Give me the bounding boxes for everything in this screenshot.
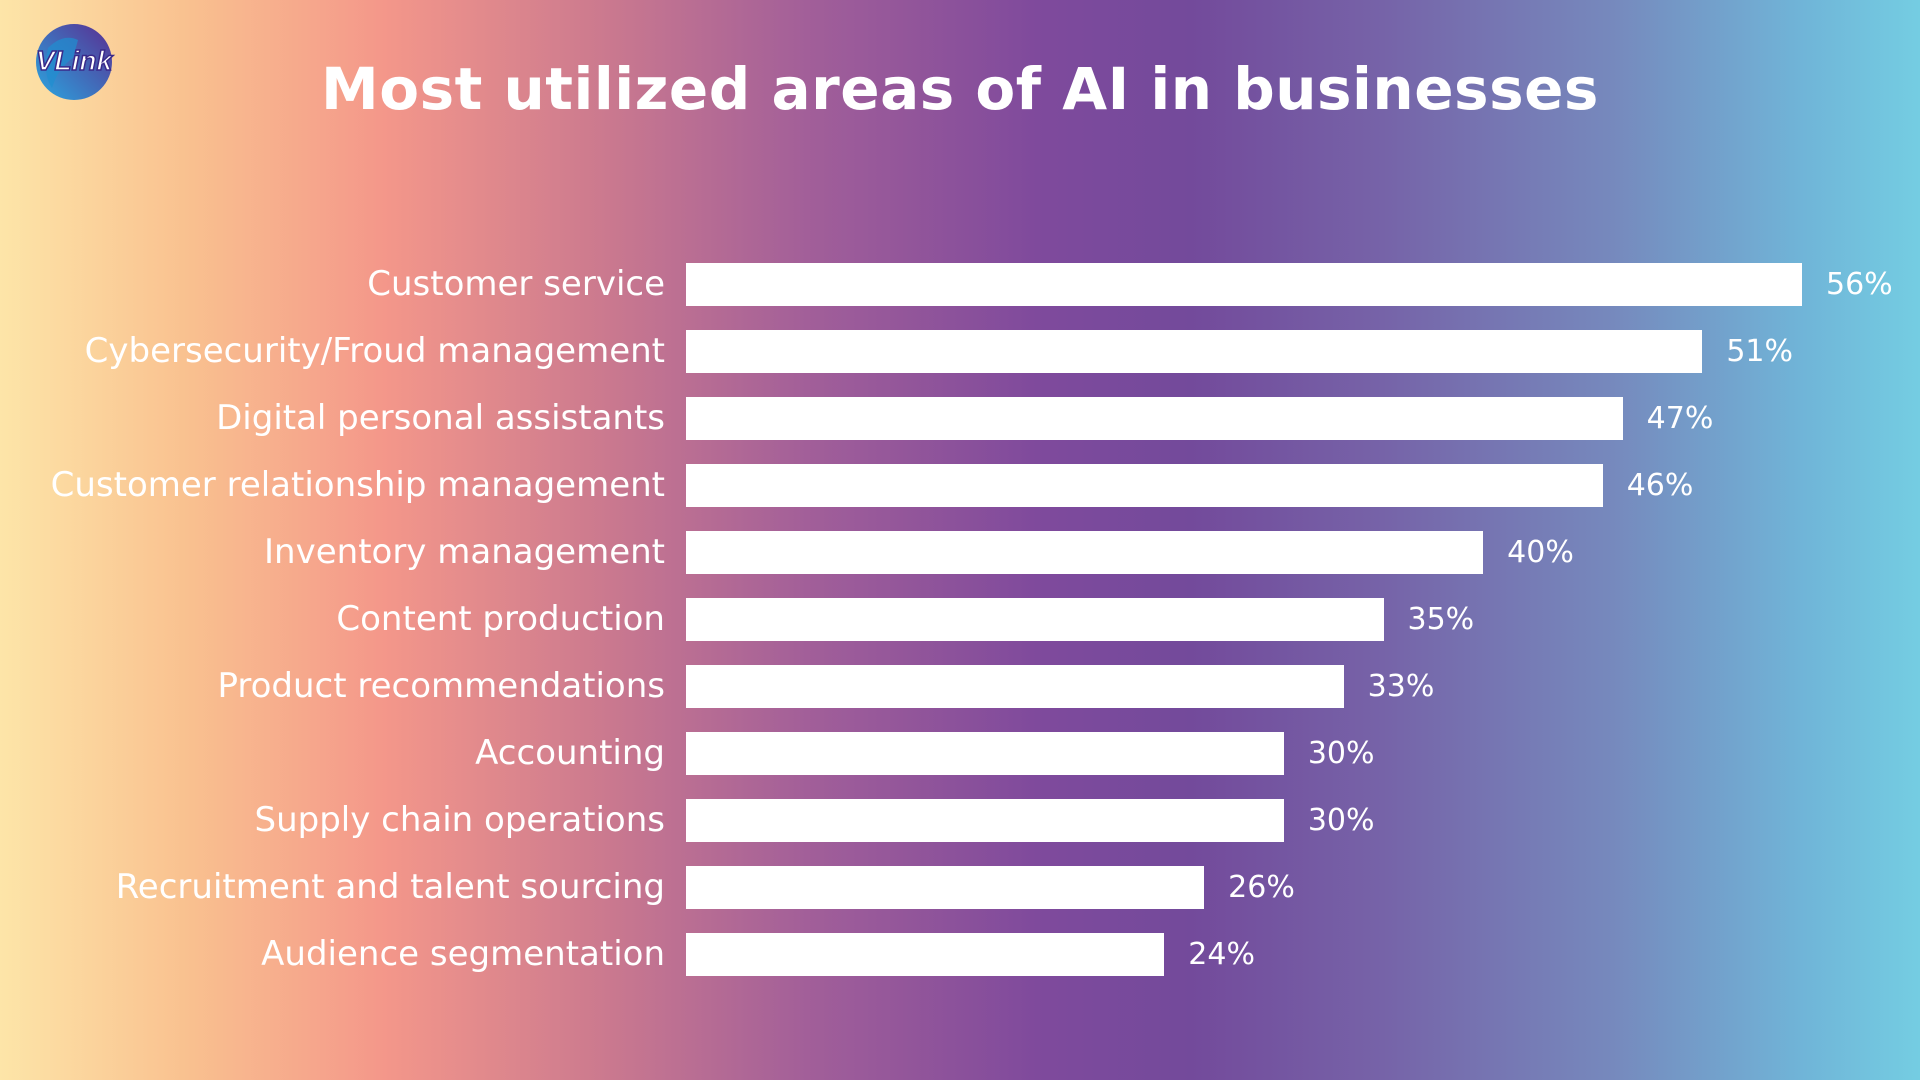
bar (686, 263, 1802, 306)
category-label: Product recommendations (217, 666, 665, 706)
category-label: Content production (336, 599, 665, 639)
value-label: 35% (1407, 602, 1475, 637)
bar (686, 866, 1205, 909)
category-label: Audience segmentation (261, 934, 665, 974)
category-label: Supply chain operations (254, 800, 665, 840)
bar (686, 531, 1484, 574)
bar (686, 330, 1703, 373)
svg-text:VLink: VLink (36, 45, 114, 76)
category-label: Customer relationship management (50, 465, 665, 505)
vlink-logo: VLink (18, 18, 130, 106)
value-label: 51% (1726, 334, 1794, 369)
bar (686, 397, 1623, 440)
bar (686, 665, 1344, 708)
category-label: Recruitment and talent sourcing (115, 867, 665, 907)
value-label: 26% (1228, 870, 1295, 905)
category-label: Digital personal assistants (216, 398, 665, 438)
value-label: 47% (1646, 401, 1714, 436)
bar (686, 933, 1165, 976)
bar (686, 598, 1384, 641)
chart-title: Most utilized areas of AI in businesses (321, 55, 1599, 123)
value-label: 30% (1307, 803, 1375, 838)
category-label: Inventory management (264, 532, 665, 572)
value-label: 24% (1188, 937, 1255, 972)
value-label: 30% (1307, 736, 1375, 771)
bar (686, 799, 1284, 842)
category-label: Accounting (475, 733, 665, 773)
category-label: Customer service (367, 264, 665, 304)
category-label: Cybersecurity/Froud management (84, 331, 665, 371)
bar (686, 732, 1284, 775)
bar (686, 464, 1603, 507)
value-label: 46% (1626, 468, 1694, 503)
value-label: 40% (1507, 535, 1574, 570)
value-label: 33% (1367, 669, 1435, 704)
value-label: 56% (1826, 267, 1893, 302)
